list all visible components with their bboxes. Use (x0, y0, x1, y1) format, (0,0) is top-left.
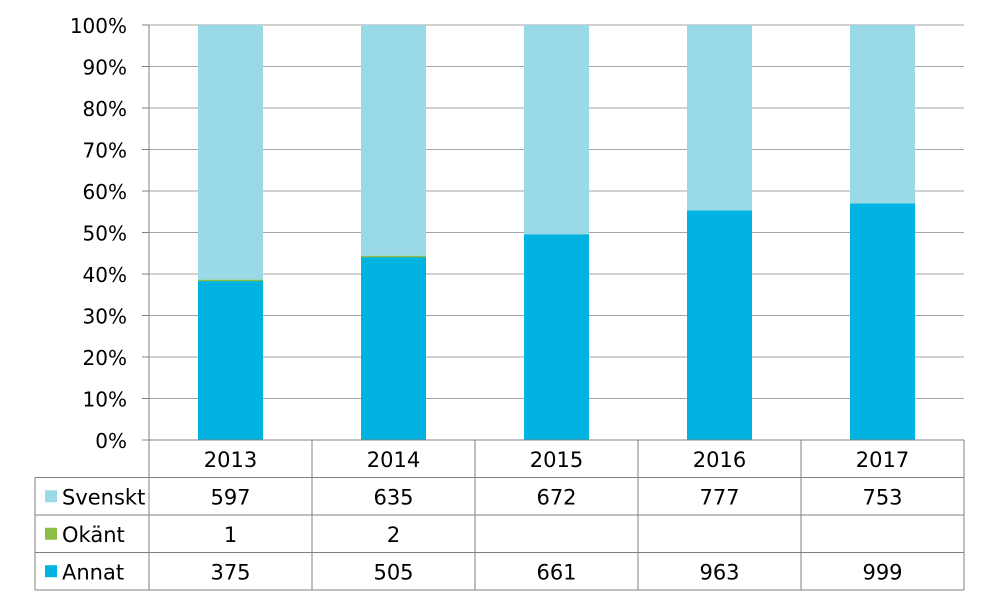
category-label: 2016 (693, 448, 746, 472)
table-cell-value: 505 (373, 560, 413, 584)
category-label: 2013 (204, 448, 257, 472)
category-label: 2015 (530, 448, 583, 472)
legend-label: Okänt (62, 523, 125, 547)
table-cell-value: 999 (862, 560, 902, 584)
bar-segment-svenskt (524, 25, 589, 235)
y-tick-label: 90% (83, 56, 127, 80)
bar-segment-svenskt (198, 25, 263, 280)
legend-label: Annat (62, 560, 124, 584)
table-cell-value: 375 (210, 560, 250, 584)
table-cell-value: 777 (699, 485, 739, 509)
bar-segment-oknt (198, 279, 263, 282)
bar-segment-svenskt (850, 25, 915, 204)
y-tick-label: 40% (83, 263, 127, 287)
y-tick-label: 20% (83, 346, 127, 370)
y-tick-label: 50% (83, 222, 127, 246)
bar-segment-svenskt (687, 25, 752, 211)
table-cell-value: 963 (699, 560, 739, 584)
y-tick-label: 60% (83, 180, 127, 204)
bar-segment-annat (198, 280, 263, 440)
bar-segment-annat (361, 256, 426, 440)
y-tick-label: 70% (83, 139, 127, 163)
bar-segment-annat (524, 234, 589, 440)
category-label: 2017 (856, 448, 909, 472)
y-tick-label: 10% (83, 388, 127, 412)
legend-label: Svenskt (62, 485, 145, 509)
y-tick-label: 100% (70, 14, 127, 38)
y-tick-label: 0% (95, 429, 127, 453)
bar-segment-annat (687, 210, 752, 440)
table-cell-value: 1 (224, 523, 237, 547)
bar-segment-oknt (361, 255, 426, 258)
legend-swatch (45, 565, 57, 578)
table-cell-value: 597 (210, 485, 250, 509)
table-cell-value: 661 (536, 560, 576, 584)
category-label: 2014 (367, 448, 420, 472)
y-tick-label: 30% (83, 305, 127, 329)
table-cell-value: 635 (373, 485, 413, 509)
bar-segment-annat (850, 203, 915, 440)
legend-swatch (45, 490, 57, 503)
y-tick-label: 80% (83, 97, 127, 121)
table-cell-value: 2 (387, 523, 400, 547)
bar-segment-svenskt (361, 25, 426, 256)
table-cell-value: 753 (862, 485, 902, 509)
legend-swatch (45, 527, 57, 540)
table-cell-value: 672 (536, 485, 576, 509)
